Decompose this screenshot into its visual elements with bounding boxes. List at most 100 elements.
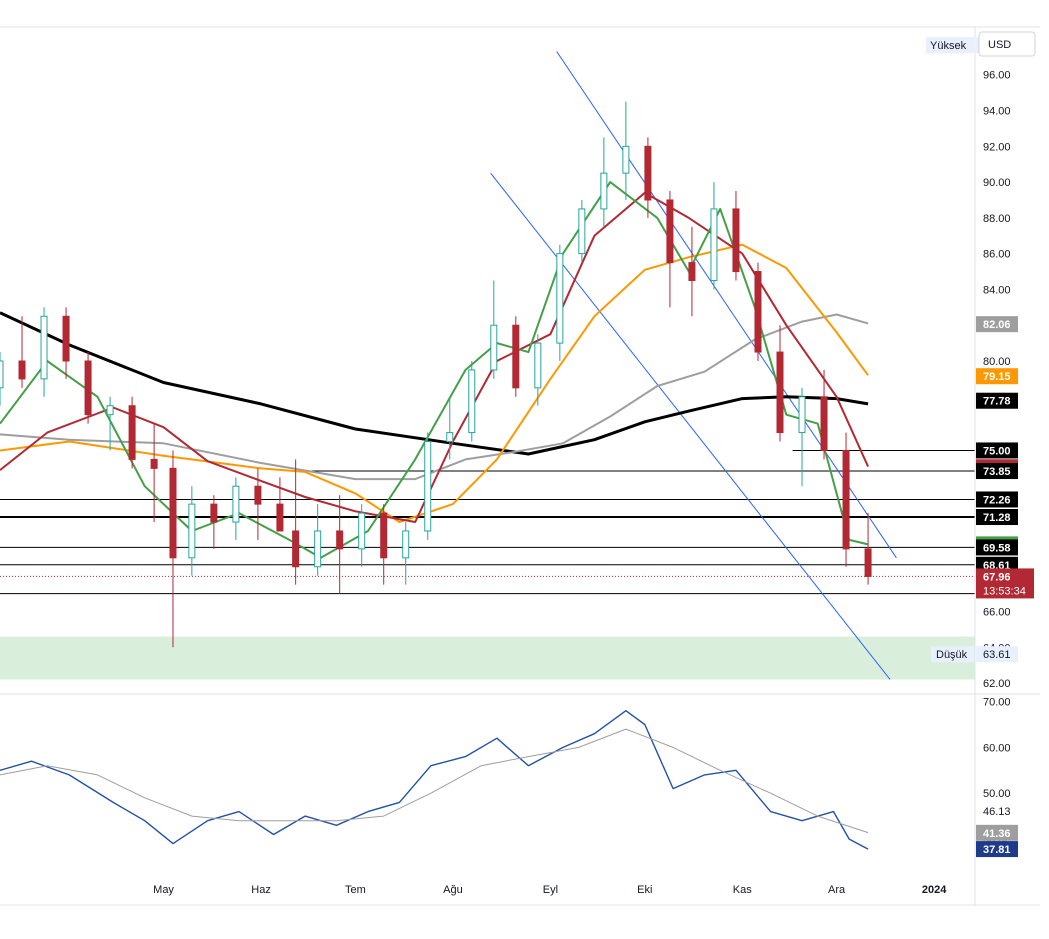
candle[interactable] [688, 226, 696, 317]
candle[interactable] [128, 396, 136, 469]
candle[interactable] [402, 522, 410, 585]
candle[interactable] [314, 504, 322, 576]
low-label-bg [931, 646, 974, 663]
candle[interactable] [534, 334, 542, 406]
candle[interactable] [446, 396, 454, 460]
price-tag-value: 75.00 [983, 445, 1011, 457]
candle-body [169, 467, 177, 559]
candle[interactable] [358, 504, 366, 567]
price-tag-bg [976, 442, 1018, 459]
time-tick-label: 2024 [922, 884, 947, 896]
candle[interactable] [106, 396, 114, 451]
candle[interactable] [40, 307, 48, 397]
candle-body [820, 396, 828, 451]
candle-body [210, 503, 218, 523]
candle[interactable] [622, 101, 630, 200]
price-tag[interactable]: 71.28 [976, 509, 1018, 526]
candle[interactable] [732, 191, 740, 281]
price-tag[interactable]: 79.15 [976, 368, 1018, 385]
price-axis[interactable]: 62.0064.0066.0080.0084.0086.0088.0090.00… [926, 27, 1034, 905]
rsi-tag[interactable]: 37.81 [976, 841, 1018, 858]
candle[interactable] [820, 369, 828, 460]
rsi-tick-label: 70.00 [983, 697, 1011, 709]
candle[interactable] [62, 307, 70, 379]
candle[interactable] [512, 316, 520, 397]
rsi_line-line [0, 710, 869, 850]
candle-body [188, 503, 196, 559]
candle-body [18, 360, 26, 380]
candle[interactable] [556, 244, 564, 361]
candle-body [314, 530, 322, 568]
candle-body [358, 512, 366, 550]
candle[interactable] [0, 352, 4, 406]
time-tick-label: Ara [828, 884, 846, 896]
candle-body [688, 262, 696, 281]
rsi-tag[interactable]: 41.36 [976, 824, 1018, 841]
candle[interactable] [292, 459, 300, 585]
candle[interactable] [490, 280, 498, 379]
candle-body [402, 530, 410, 559]
high-label-text: Yüksek [930, 40, 967, 52]
candle-body [754, 271, 762, 353]
price-tag-value: 82.06 [983, 319, 1011, 331]
candle[interactable] [776, 325, 784, 442]
price-tag-bg [976, 368, 1018, 385]
price-tag[interactable]: 72.26 [976, 491, 1018, 508]
candle[interactable] [254, 468, 262, 540]
candle[interactable] [600, 137, 608, 227]
candle-body [732, 208, 740, 273]
candle[interactable] [666, 191, 674, 308]
current-price-value: 67.96 [983, 571, 1011, 583]
price-tag-value: 72.26 [983, 494, 1011, 506]
candle[interactable] [276, 477, 284, 532]
price-tick-label: 94.00 [983, 106, 1011, 118]
candle[interactable] [169, 450, 177, 648]
rsi-tick-label: 46.13 [983, 806, 1011, 818]
candle[interactable] [380, 504, 388, 585]
time-axis[interactable]: May Haz Tem Ağu Eyl Eki Kas Ara 2024 [0, 884, 1040, 906]
candle[interactable] [188, 486, 196, 576]
price-tag-bg [976, 392, 1018, 409]
candle-body [468, 369, 476, 434]
candle[interactable] [232, 477, 240, 540]
candle[interactable] [798, 387, 806, 487]
candle[interactable] [578, 199, 586, 263]
candle[interactable] [210, 495, 218, 549]
price-tag[interactable]: 73.85 [976, 463, 1018, 480]
candle-body [336, 530, 344, 550]
candle-body [424, 441, 432, 532]
current-price-tag[interactable]: 67.96 13:53:34 [976, 568, 1034, 599]
candle[interactable] [336, 495, 344, 594]
candle-body [0, 360, 4, 389]
currency-button[interactable]: USD [978, 31, 1036, 57]
price-tag[interactable]: 75.00 [976, 442, 1018, 459]
candle[interactable] [150, 423, 158, 523]
candle[interactable] [710, 182, 718, 290]
price-tag[interactable]: 82.06 [976, 316, 1018, 333]
candle[interactable] [644, 137, 652, 218]
candle[interactable] [424, 432, 432, 540]
price-tag-bg [976, 491, 1018, 508]
rsi-pane[interactable] [0, 710, 869, 850]
price-tag[interactable]: 69.58 [976, 539, 1018, 556]
candle[interactable] [84, 352, 92, 424]
candle[interactable] [842, 432, 850, 567]
price-tag[interactable]: 77.78 [976, 392, 1018, 409]
candle-body [490, 324, 498, 371]
time-tick-label: Eki [637, 884, 652, 896]
candle[interactable] [468, 361, 476, 442]
candle-body [600, 172, 608, 210]
candle-body [128, 405, 136, 460]
candle[interactable] [18, 316, 26, 388]
price-pane[interactable] [0, 26, 1040, 695]
trend-channel-line[interactable] [556, 51, 897, 559]
price-tag-bg [976, 316, 1018, 333]
low-value-bg [976, 646, 1018, 663]
rsi-tick-label: 60.00 [983, 742, 1011, 754]
candle[interactable] [864, 513, 872, 585]
time-tick-label: Kas [733, 884, 752, 896]
candle-body [798, 396, 806, 434]
candle-body [106, 405, 114, 416]
candle[interactable] [754, 262, 762, 361]
candle-body [864, 548, 872, 577]
